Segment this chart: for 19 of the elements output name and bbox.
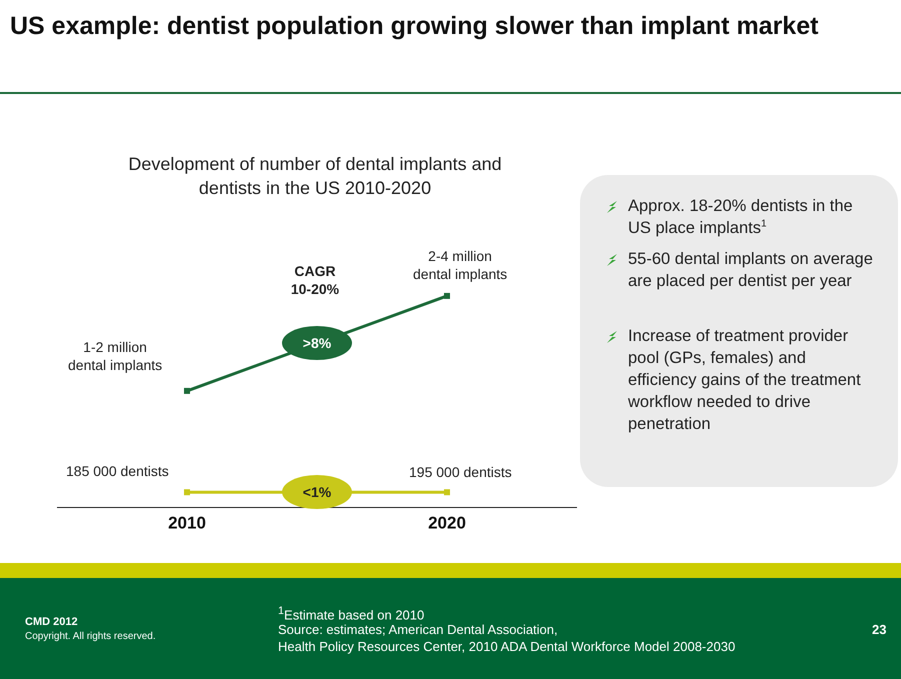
source-note: Source: estimates; American Dental Association, Health Policy Resources Center, 2010 ADA Dental Workforce Model 2008-2030 <box>278 621 736 655</box>
annotation: CAGR 10-20% <box>290 262 340 298</box>
annotation: 185 000 dentists <box>66 463 169 479</box>
annotation: 195 000 dentists <box>409 464 512 480</box>
text: 23 <box>872 621 886 638</box>
text: CMD 2012 <box>25 615 78 630</box>
text: Copyright. All rights reserved. <box>25 630 156 644</box>
text: $^{1}$Estimate based on 2010 <box>278 604 424 624</box>
annotation: 2-4 million dental implants <box>413 248 508 282</box>
x-tick-label: 2010 <box>168 513 206 532</box>
chart-subtitle: Development of number of dental implants and dentists in the US 2010-2020 <box>127 153 503 200</box>
oval-badge: <1% <box>282 475 352 510</box>
text: 55-60 dental implants on average are placed per dentist per year <box>628 249 874 292</box>
annotation: 1-2 million dental implants <box>68 339 162 374</box>
chart-title: US example: dentist population growing slower than implant market <box>10 11 820 42</box>
text: Increase of treatment provider pool (GPs, females) and efficiency gains of the treatment workflow needed to drive penetration <box>628 326 862 435</box>
x-tick-label: 2020 <box>428 513 466 532</box>
oval-badge: >8% <box>282 326 352 360</box>
text: Approx. 18-20% dentists in the US place implants$^{1}$ <box>628 196 854 239</box>
